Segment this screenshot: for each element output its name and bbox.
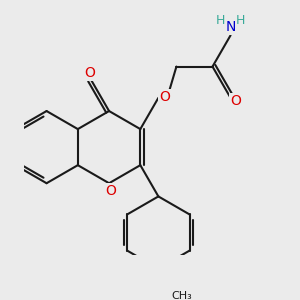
Text: N: N — [225, 20, 236, 34]
Text: H: H — [216, 14, 225, 27]
Text: O: O — [230, 94, 242, 108]
Text: CH₃: CH₃ — [171, 291, 192, 300]
Text: H: H — [236, 14, 245, 27]
Text: O: O — [105, 184, 116, 198]
Text: O: O — [159, 90, 170, 104]
Text: O: O — [84, 66, 95, 80]
